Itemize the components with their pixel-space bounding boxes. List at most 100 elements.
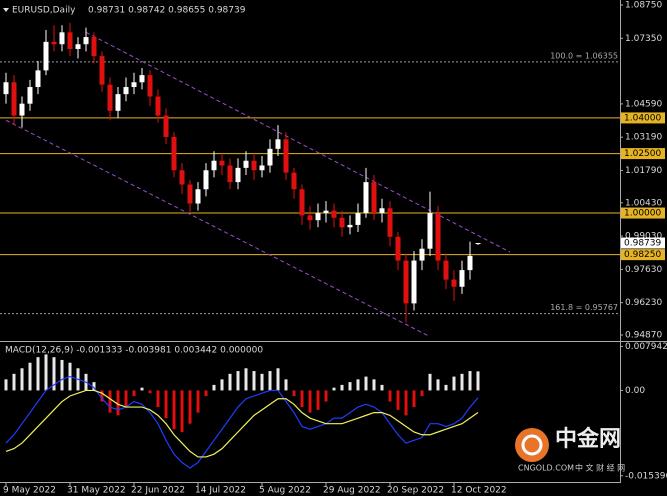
x-tick-label: 20 Sep 2022 <box>387 486 444 496</box>
candle-body <box>371 182 377 214</box>
y-tick-label: -0.015396 <box>625 471 667 481</box>
histogram-bar <box>140 387 144 391</box>
y-tick-label: 0.94870 <box>625 331 662 341</box>
histogram-bar <box>356 379 360 391</box>
level-label: 1.00000 <box>624 209 661 219</box>
candle-body <box>307 215 313 221</box>
fib-label: 161.8 = 0.95767 <box>550 303 618 312</box>
candle-body <box>315 213 321 221</box>
histogram-bar <box>156 390 160 408</box>
chart-title: EURUSD,Daily <box>12 6 76 16</box>
histogram-bar <box>12 373 16 391</box>
candle-body <box>395 236 401 261</box>
histogram-bar <box>268 371 272 391</box>
histogram-bar <box>284 379 288 391</box>
candle-body <box>347 224 353 228</box>
main-line <box>5 375 479 469</box>
histogram-bar <box>396 390 400 410</box>
histogram-bar <box>52 357 56 391</box>
candle-body <box>195 189 201 204</box>
last-price-box <box>621 237 665 249</box>
candle-body <box>203 170 209 190</box>
candle-body <box>147 75 153 97</box>
candle-body <box>179 170 185 185</box>
histogram-bar <box>292 390 296 396</box>
candle-body <box>243 160 249 168</box>
watermark-logo-inner <box>521 434 543 456</box>
histogram-bar <box>100 390 104 402</box>
histogram-bar <box>188 390 192 424</box>
candle-body <box>131 82 137 88</box>
histogram-bar <box>412 390 416 408</box>
x-tick-label: 12 Oct 2022 <box>451 486 507 496</box>
histogram-bar <box>460 373 464 391</box>
histogram-bar <box>276 368 280 391</box>
histogram-bar <box>92 382 96 391</box>
menu-icon[interactable] <box>3 8 9 12</box>
level-box <box>621 249 665 261</box>
histogram-bar <box>36 357 40 391</box>
candle-body <box>275 139 281 149</box>
level-label: 1.02500 <box>624 149 661 159</box>
histogram-bar <box>476 371 480 391</box>
y-tick-label: 0.007942 <box>625 342 667 352</box>
candle-body <box>419 248 425 261</box>
x-tick-label: 5 Aug 2022 <box>259 486 311 496</box>
histogram-bar <box>220 379 224 391</box>
histogram-bar <box>236 371 240 391</box>
candle-body <box>411 260 417 304</box>
candle-body <box>219 160 225 166</box>
histogram-bar <box>148 390 152 394</box>
y-tick-label: 0.00 <box>625 386 645 396</box>
histogram-bar <box>60 359 64 391</box>
candle-body <box>19 103 25 116</box>
histogram-bar <box>300 390 304 408</box>
candle-body <box>251 160 257 171</box>
candle-body <box>467 255 473 271</box>
histogram-bar <box>44 354 48 391</box>
y-tick-label: 1.08750 <box>625 0 662 10</box>
candle-body <box>115 94 121 111</box>
y-tick-label: 0.99030 <box>625 232 662 242</box>
candle-body <box>107 84 113 111</box>
histogram-bar <box>228 373 232 391</box>
candle-body <box>59 32 65 45</box>
y-tick-label: 1.00430 <box>625 198 662 208</box>
x-tick-label: 29 Aug 2022 <box>323 486 381 496</box>
candle-body <box>83 37 89 45</box>
candle-body <box>99 56 105 85</box>
y-tick-label: 1.01790 <box>625 166 662 176</box>
y-tick-label: 1.03190 <box>625 133 662 143</box>
histogram-bar <box>164 390 168 419</box>
candle-body <box>11 82 17 116</box>
macd-title: MACD(12,26,9) -0.001333 -0.003981 0.0034… <box>5 346 263 356</box>
histogram-bar <box>452 376 456 391</box>
histogram-bar <box>444 384 448 391</box>
histogram-bar <box>196 390 200 413</box>
candle-body <box>163 115 169 137</box>
watermark-slogan: 中 文 财 经 网 <box>575 463 625 473</box>
candle-body <box>435 213 441 261</box>
histogram-bar <box>420 390 424 396</box>
y-tick-label: 0.97630 <box>625 265 662 275</box>
histogram-bar <box>404 390 408 416</box>
histogram-bar <box>4 379 8 391</box>
last-price-label: 0.98739 <box>624 239 661 249</box>
candle-body <box>235 167 241 183</box>
histogram-bar <box>308 390 312 413</box>
candle-body <box>363 182 369 214</box>
candle-body <box>283 139 289 173</box>
level-box <box>621 148 665 160</box>
histogram-bar <box>340 384 344 391</box>
candle-body <box>379 208 385 214</box>
candle-body <box>427 213 433 249</box>
candle-body <box>339 217 345 228</box>
fib-label: 100.0 = 1.06355 <box>550 51 618 60</box>
histogram-bar <box>380 384 384 391</box>
histogram-bar <box>244 368 248 391</box>
candle-body <box>323 210 329 214</box>
y-tick-label: 1.07350 <box>625 34 662 44</box>
level-box <box>621 112 665 124</box>
candle-body <box>331 210 337 218</box>
